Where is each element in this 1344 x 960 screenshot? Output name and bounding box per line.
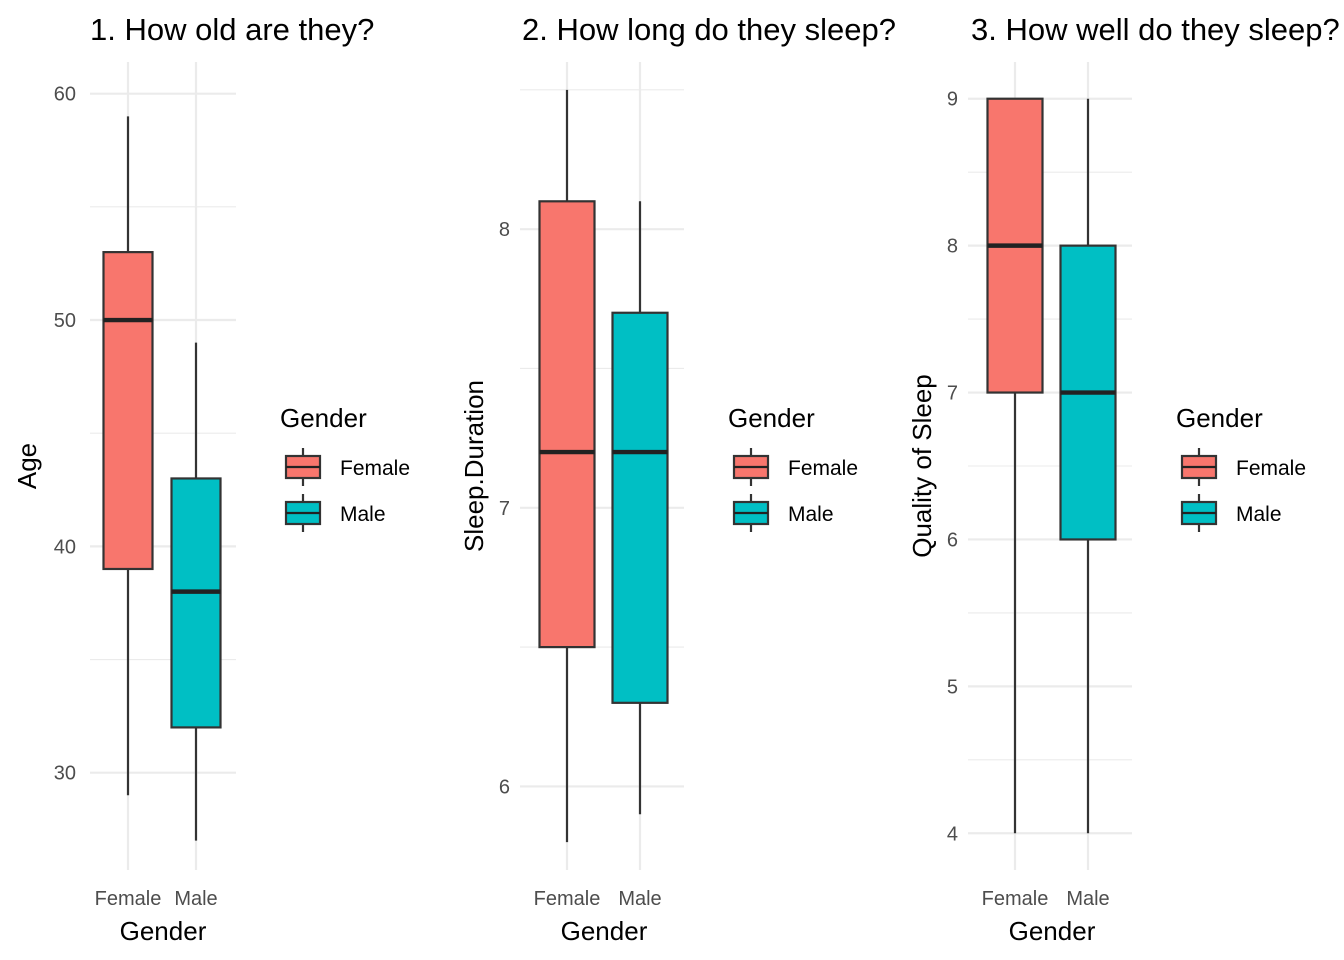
box-iqr — [102, 251, 154, 571]
y-axis-title: Age — [12, 443, 42, 489]
y-tick-label: 9 — [947, 89, 958, 111]
y-axis-title: Quality of Sleep — [907, 374, 937, 558]
legend-title: Gender — [728, 403, 815, 433]
box-iqr — [611, 311, 669, 704]
legend-label: Female — [1236, 457, 1306, 480]
y-tick-label: 5 — [947, 676, 958, 698]
box-female — [102, 116, 154, 796]
chart-title: 1. How old are they? — [90, 12, 374, 47]
x-tick-label: Female — [982, 888, 1049, 910]
y-tick-label: 50 — [54, 310, 76, 332]
legend-title: Gender — [280, 403, 367, 433]
chart-title: 3. How well do they sleep? — [971, 12, 1340, 47]
legend-label: Male — [340, 503, 386, 526]
x-tick-label: Male — [174, 888, 217, 910]
legend-label: Female — [340, 457, 410, 480]
box-male — [1059, 98, 1117, 834]
x-axis-title: Gender — [1009, 916, 1096, 946]
y-tick-label: 40 — [54, 536, 76, 558]
x-tick-label: Male — [618, 888, 661, 910]
x-tick-label: Female — [95, 888, 162, 910]
x-tick-label: Male — [1066, 888, 1109, 910]
legend-label: Female — [788, 457, 858, 480]
y-tick-label: 8 — [499, 219, 510, 241]
chart-title: 2. How long do they sleep? — [522, 12, 896, 47]
y-axis-title: Sleep.Duration — [459, 380, 489, 552]
y-tick-label: 4 — [947, 823, 958, 845]
y-tick-label: 7 — [499, 498, 510, 520]
box-female — [538, 89, 596, 843]
legend: Gender Female Male — [728, 403, 858, 532]
y-tick-label: 8 — [947, 236, 958, 258]
panel-3: 4 5 6 7 8 9 Female Male 3. How well do they slee… — [907, 12, 1340, 946]
y-tick-label: 6 — [499, 776, 510, 798]
panel-1: 30 40 50 60 Female Male 1. How old are they? Ge… — [12, 12, 410, 946]
y-tick-label: 60 — [54, 84, 76, 106]
panel-2: 6 7 8 Female Male 2. How long do they sleep? G… — [459, 12, 896, 946]
legend: Gender Female Male — [280, 403, 410, 532]
box-iqr — [538, 200, 596, 649]
y-tick-label: 6 — [947, 529, 958, 551]
box-male — [170, 342, 222, 841]
legend-label: Male — [1236, 503, 1282, 526]
x-axis-title: Gender — [561, 916, 648, 946]
y-tick-label: 7 — [947, 383, 958, 405]
x-axis-title: Gender — [120, 916, 207, 946]
box-iqr — [170, 477, 222, 729]
box-female — [986, 97, 1044, 834]
legend-label: Male — [788, 503, 834, 526]
legend: Gender Female Male — [1176, 403, 1306, 532]
legend-title: Gender — [1176, 403, 1263, 433]
box-male — [611, 201, 669, 815]
x-tick-label: Female — [534, 888, 601, 910]
y-tick-label: 30 — [54, 763, 76, 785]
